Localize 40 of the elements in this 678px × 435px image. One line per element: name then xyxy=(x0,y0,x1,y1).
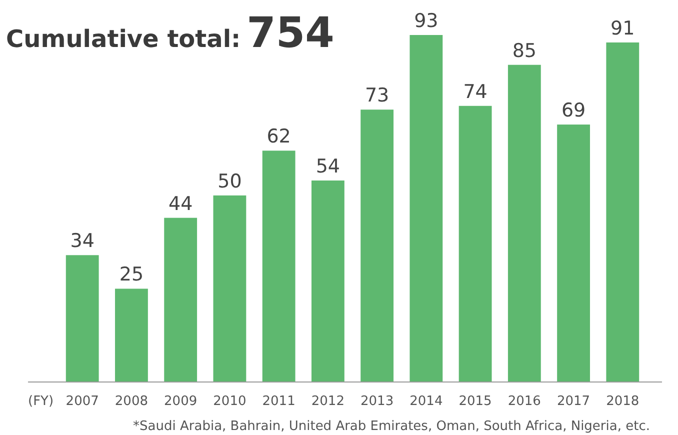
data-label: 34 xyxy=(70,230,94,252)
data-label: 25 xyxy=(119,264,144,286)
data-label: 93 xyxy=(414,10,438,32)
bar xyxy=(311,180,344,382)
x-tick-label: 2015 xyxy=(458,394,492,409)
bar xyxy=(508,64,541,382)
x-tick-label: 2017 xyxy=(556,394,590,409)
x-tick-label: 2010 xyxy=(213,394,246,409)
x-tick-label: 2014 xyxy=(410,394,443,409)
bar xyxy=(213,195,246,382)
x-tick-label: 2016 xyxy=(508,394,541,409)
bar xyxy=(66,255,99,382)
x-tick-label: 2007 xyxy=(66,394,99,409)
data-label: 85 xyxy=(512,40,537,62)
bar xyxy=(360,110,394,382)
chart-subtitle: 754 xyxy=(246,8,334,57)
x-tick-label: 2012 xyxy=(311,394,344,409)
bar xyxy=(557,124,590,382)
bar xyxy=(410,35,443,382)
bar xyxy=(606,42,640,382)
chart-title: Cumulative total: xyxy=(6,25,241,53)
bar xyxy=(262,150,296,382)
x-tick-label: 2009 xyxy=(164,394,198,409)
x-tick-label: 2013 xyxy=(360,394,394,409)
data-label: 91 xyxy=(610,17,635,40)
data-label: 50 xyxy=(218,170,242,192)
x-tick-label: 2008 xyxy=(114,394,148,409)
bar xyxy=(115,288,148,382)
text: *Saudi Arabia, Bahrain, United Arab Emirates, Oman, South Africa, Nigeria, etc. xyxy=(133,419,650,434)
data-label: 69 xyxy=(561,100,586,122)
data-label: 44 xyxy=(168,192,193,215)
bar xyxy=(164,218,198,382)
data-label: 74 xyxy=(463,80,488,103)
data-label: 54 xyxy=(316,156,340,178)
x-tick-label: 2018 xyxy=(606,394,640,409)
data-label: 73 xyxy=(364,84,390,107)
data-label: 62 xyxy=(266,126,291,148)
x-axis-title: (FY) xyxy=(28,394,54,409)
x-tick-label: 2011 xyxy=(262,394,296,409)
bar xyxy=(458,106,492,382)
